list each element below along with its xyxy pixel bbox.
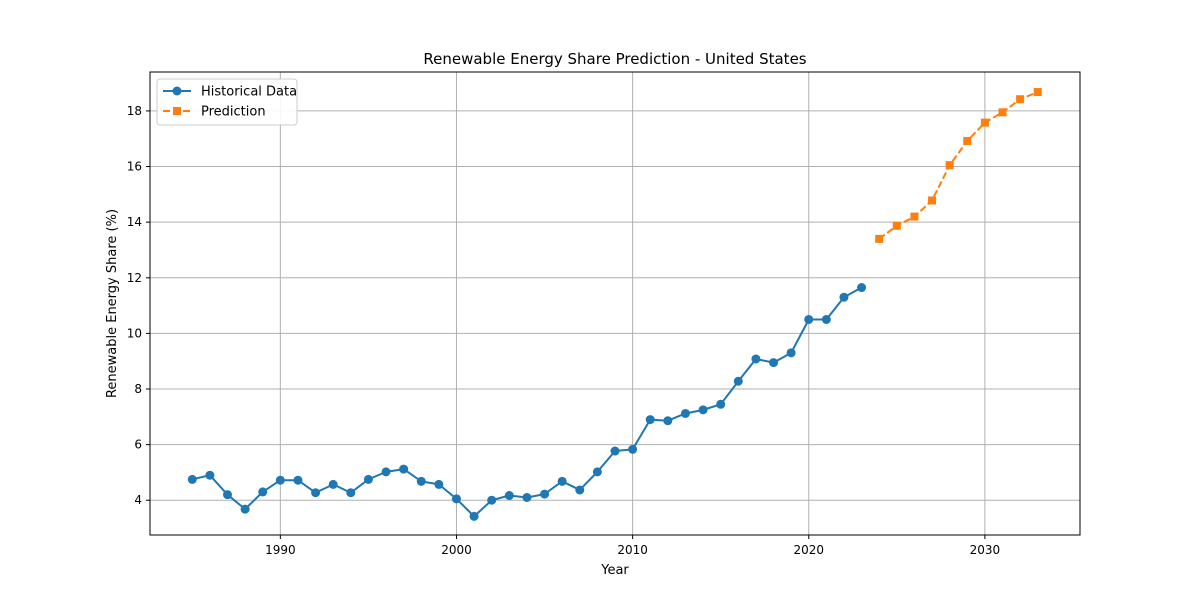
plot-area-frame [149, 71, 1081, 536]
legend-box [156, 78, 298, 126]
y-tick-label: 10 [127, 326, 142, 340]
data-point-historical-data [575, 485, 585, 495]
data-point-historical-data [751, 354, 761, 364]
data-point-historical-data [786, 348, 796, 358]
data-point-historical-data [857, 283, 867, 293]
data-point-historical-data [311, 488, 321, 498]
data-point-prediction [928, 196, 937, 205]
data-point-prediction [980, 118, 989, 127]
x-tick-label: 2000 [441, 543, 472, 557]
data-point-historical-data [716, 399, 726, 409]
data-point-prediction [945, 161, 954, 170]
data-point-prediction [875, 234, 884, 243]
data-point-historical-data [275, 475, 285, 485]
legend: Historical Data Prediction [156, 78, 298, 126]
grid-lines [150, 72, 1080, 535]
data-point-historical-data [346, 488, 356, 498]
legend-item-prediction: Prediction [163, 105, 266, 120]
data-point-historical-data [416, 476, 426, 486]
data-point-historical-data [821, 314, 831, 324]
data-point-historical-data [733, 376, 743, 386]
data-point-historical-data [522, 492, 532, 502]
legend-swatch-marker-historical-data [172, 86, 182, 96]
data-point-historical-data [187, 474, 197, 484]
x-tick-label: 2020 [793, 543, 824, 557]
y-tick-label: 6 [134, 438, 142, 452]
tick-layer: 1990 2000 2010 2020 2030 4 6 8 10 12 14 16 18 [127, 104, 1000, 557]
series-historical-data [187, 283, 867, 521]
data-point-historical-data [487, 495, 497, 505]
x-axis-label: Year [600, 563, 629, 578]
legend-label-historical-data: Historical Data [201, 85, 297, 100]
data-point-historical-data [434, 479, 444, 489]
series-line-prediction [878, 91, 1039, 240]
data-point-historical-data [610, 446, 620, 456]
data-point-historical-data [240, 504, 250, 514]
data-point-prediction [1016, 95, 1025, 104]
y-tick-label: 8 [134, 382, 142, 396]
data-point-historical-data [205, 470, 215, 480]
series-layer [187, 88, 1042, 521]
data-point-historical-data [504, 491, 514, 501]
data-point-prediction [892, 221, 901, 230]
y-tick-label: 4 [134, 493, 142, 507]
data-point-historical-data [381, 467, 391, 477]
x-tick-label: 1990 [265, 543, 296, 557]
data-point-prediction [1033, 88, 1042, 97]
data-point-historical-data [223, 490, 232, 500]
y-tick-label: 12 [127, 271, 142, 285]
data-point-historical-data [258, 487, 268, 497]
x-tick-label: 2030 [970, 543, 1001, 557]
data-point-historical-data [557, 476, 567, 486]
data-point-historical-data [769, 358, 779, 368]
legend-item-historical-data: Historical Data [163, 85, 297, 100]
data-point-historical-data [804, 314, 814, 324]
legend-items: Historical Data Prediction [163, 85, 297, 120]
data-point-prediction [998, 108, 1007, 117]
series-prediction [875, 88, 1042, 243]
legend-swatch-marker-prediction [173, 107, 181, 115]
data-point-historical-data [469, 511, 479, 521]
data-point-historical-data [663, 416, 673, 426]
data-point-historical-data [698, 405, 708, 415]
data-point-historical-data [839, 292, 849, 302]
data-point-historical-data [451, 494, 461, 504]
chart-title: Renewable Energy Share Prediction - Unit… [423, 50, 806, 68]
data-point-historical-data [645, 415, 655, 425]
y-axis-label: Renewable Energy Share (%) [105, 209, 120, 398]
y-tick-label: 14 [127, 215, 142, 229]
data-point-historical-data [328, 479, 338, 489]
data-point-prediction [963, 136, 972, 145]
data-point-historical-data [592, 467, 602, 477]
data-point-historical-data [293, 475, 303, 485]
x-tick-label: 2010 [617, 543, 648, 557]
data-point-historical-data [540, 489, 550, 499]
data-point-historical-data [628, 444, 638, 454]
data-point-prediction [910, 212, 919, 221]
y-tick-label: 16 [127, 160, 142, 174]
data-point-historical-data [363, 474, 373, 484]
legend-label-prediction: Prediction [201, 105, 266, 120]
data-point-historical-data [680, 408, 690, 418]
y-tick-label: 18 [127, 104, 142, 118]
data-point-historical-data [399, 464, 409, 474]
